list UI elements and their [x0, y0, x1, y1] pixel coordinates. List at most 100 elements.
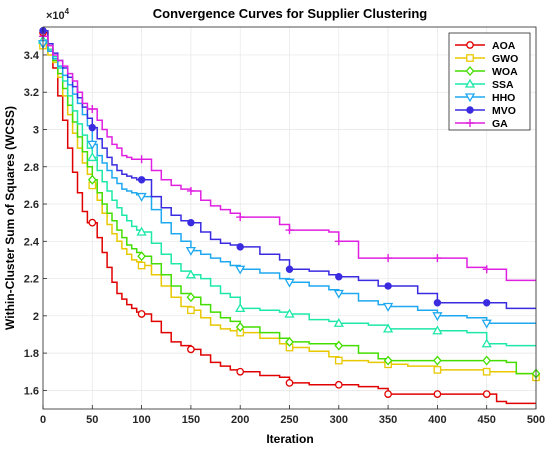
x-tick-label: 400 [428, 414, 446, 426]
data-point-ssa [185, 269, 197, 279]
legend-label-hho: HHO [492, 92, 515, 104]
grid-lines [42, 27, 537, 409]
data-point-ssa [333, 317, 344, 327]
series-line-woa [43, 41, 536, 375]
series-markers [37, 27, 541, 398]
legend-label-mvo: MVO [492, 105, 516, 117]
data-point-aoa [236, 367, 245, 376]
data-point-ga [384, 254, 393, 263]
data-point-ssa [136, 226, 147, 236]
data-point-mvo [285, 265, 294, 273]
data-point-gwo [433, 366, 442, 374]
data-point-mvo [88, 123, 97, 132]
data-point-hho [136, 192, 147, 202]
data-point-ssa [87, 152, 98, 162]
data-point-woa [87, 174, 97, 185]
y-axis-label: Within-Cluster Sum of Squares (WCSS) [3, 106, 17, 330]
data-point-ga [334, 237, 343, 246]
legend-marker-aoa [466, 41, 474, 49]
legend-label-gwo: GWO [492, 53, 518, 65]
data-point-hho [333, 289, 344, 299]
data-point-woa [383, 355, 393, 366]
data-point-ga [186, 186, 195, 195]
data-point-aoa [482, 390, 491, 398]
data-point-aoa [384, 390, 392, 398]
legend-marker-hho [464, 93, 476, 103]
data-point-gwo [187, 306, 195, 315]
data-point-ssa [432, 325, 443, 335]
data-point-woa [433, 355, 442, 366]
x-tick-label: 500 [527, 414, 545, 426]
data-point-ssa [481, 338, 492, 348]
y-tick-label: 3.4 [24, 50, 40, 62]
y-tick-label: 3 [33, 124, 39, 136]
series-line-gwo [43, 44, 537, 378]
exponent-power: 4 [65, 7, 70, 16]
data-point-aoa [137, 310, 146, 318]
x-tick-label: 150 [182, 414, 200, 426]
data-point-hho [382, 302, 394, 312]
x-tick-label: 50 [86, 414, 98, 426]
legend-marker-woa [465, 66, 475, 76]
y-tick-label: 2.6 [24, 199, 39, 211]
data-point-hho [87, 140, 98, 150]
legend-label-aoa: AOA [492, 40, 516, 52]
y-tick-label: 2.8 [24, 162, 39, 174]
y-tick-label: 2.2 [24, 274, 39, 286]
data-point-aoa [433, 390, 442, 398]
x-tick-label: 250 [280, 414, 298, 426]
y-tick-label: 1.8 [24, 348, 39, 360]
x-tick-label: 0 [40, 414, 46, 426]
data-point-ga [285, 226, 294, 235]
data-point-ga [433, 254, 442, 263]
y-tick-label: 1.6 [24, 385, 39, 397]
y-axis-exponent: ×104 [46, 7, 70, 22]
data-point-mvo [137, 176, 146, 184]
x-axis-label: Iteration [266, 432, 313, 446]
legend-label-ssa: SSA [492, 79, 514, 91]
data-point-aoa [88, 218, 97, 227]
data-point-mvo [187, 218, 195, 227]
data-point-aoa [285, 379, 294, 387]
axis-ticks: 0 50 100 150 200 250 300 350 400 450 500 1.6 1.8 2 2.2… [24, 50, 545, 426]
data-point-ga [236, 213, 245, 222]
data-point-ssa [382, 323, 394, 333]
data-point-ssa [284, 308, 295, 318]
series-line-hho [43, 43, 536, 325]
data-point-hho [284, 278, 295, 288]
legend-marker-ssa [464, 78, 476, 88]
data-point-ssa [235, 303, 246, 313]
data-point-gwo [482, 367, 491, 376]
series-lines [43, 29, 537, 405]
legend-marker-mvo [466, 106, 474, 114]
y-tick-label: 2.4 [24, 236, 40, 248]
x-tick-label: 350 [379, 414, 397, 426]
data-point-woa [235, 322, 245, 332]
data-point-mvo [236, 243, 244, 251]
data-point-gwo [334, 356, 343, 365]
x-tick-label: 450 [478, 414, 496, 426]
data-point-woa [186, 292, 196, 303]
x-tick-label: 200 [231, 414, 249, 426]
data-point-hho [432, 312, 443, 322]
data-point-woa [285, 336, 294, 347]
y-tick-label: 2 [33, 311, 39, 323]
data-point-ga [88, 104, 97, 113]
data-point-hho [235, 265, 246, 275]
data-point-ga [482, 265, 491, 274]
data-point-gwo [137, 261, 146, 270]
data-point-mvo [483, 299, 491, 307]
data-point-mvo [384, 282, 392, 290]
exponent-base: ×10 [46, 10, 65, 22]
data-point-hho [185, 246, 197, 256]
data-point-aoa [334, 380, 343, 389]
chart-title: Convergence Curves for Supplier Clusteri… [153, 6, 428, 21]
data-point-mvo [335, 272, 343, 281]
series-line-aoa [43, 31, 536, 405]
x-tick-label: 300 [330, 414, 348, 426]
data-point-woa [482, 355, 492, 366]
legend-marker-ga [466, 119, 474, 127]
data-point-hho [481, 319, 492, 329]
